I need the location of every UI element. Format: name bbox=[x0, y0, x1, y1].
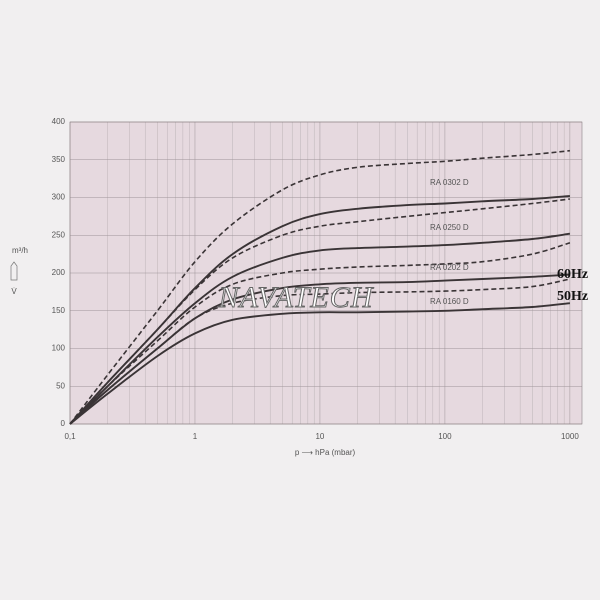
y-tick-label: 0 bbox=[61, 419, 66, 428]
y-tick-label: 250 bbox=[52, 230, 66, 239]
y-arrow bbox=[10, 261, 18, 281]
series-line bbox=[69, 198, 570, 425]
x-tick-label: 10 bbox=[315, 432, 324, 441]
series-line bbox=[69, 232, 571, 425]
x-axis-label: p ⟶ hPa (mbar) bbox=[295, 448, 356, 457]
y-tick-label: 350 bbox=[52, 155, 66, 164]
y-tick-label: 50 bbox=[56, 381, 65, 390]
model-label: RA 0202 D bbox=[430, 263, 469, 272]
watermark: NAVATECH bbox=[218, 281, 375, 314]
series-line bbox=[69, 149, 570, 425]
y-tick-label: 200 bbox=[52, 268, 66, 277]
series-line bbox=[69, 278, 571, 425]
series-line bbox=[69, 302, 570, 425]
y-tick-label: 400 bbox=[52, 117, 66, 126]
model-label: RA 0302 D bbox=[430, 178, 469, 187]
y-axis-label: m³/h bbox=[12, 246, 28, 255]
y-tick-label: 150 bbox=[52, 306, 66, 315]
x-tick-label: 100 bbox=[438, 432, 452, 441]
plot-border bbox=[69, 121, 583, 425]
series-line bbox=[69, 242, 571, 425]
y-axis-symbol: V̇ bbox=[11, 287, 17, 296]
x-tick-label: 0,1 bbox=[64, 432, 76, 441]
y-tick-label: 300 bbox=[52, 193, 66, 202]
frequency-label: 50Hz bbox=[557, 289, 588, 304]
x-tick-label: 1000 bbox=[561, 432, 579, 441]
model-label: RA 0250 D bbox=[430, 223, 469, 232]
y-tick-label: 100 bbox=[52, 344, 66, 353]
model-label: RA 0160 D bbox=[430, 297, 469, 306]
x-tick-label: 1 bbox=[193, 432, 198, 441]
frequency-label: 60Hz bbox=[557, 267, 588, 282]
